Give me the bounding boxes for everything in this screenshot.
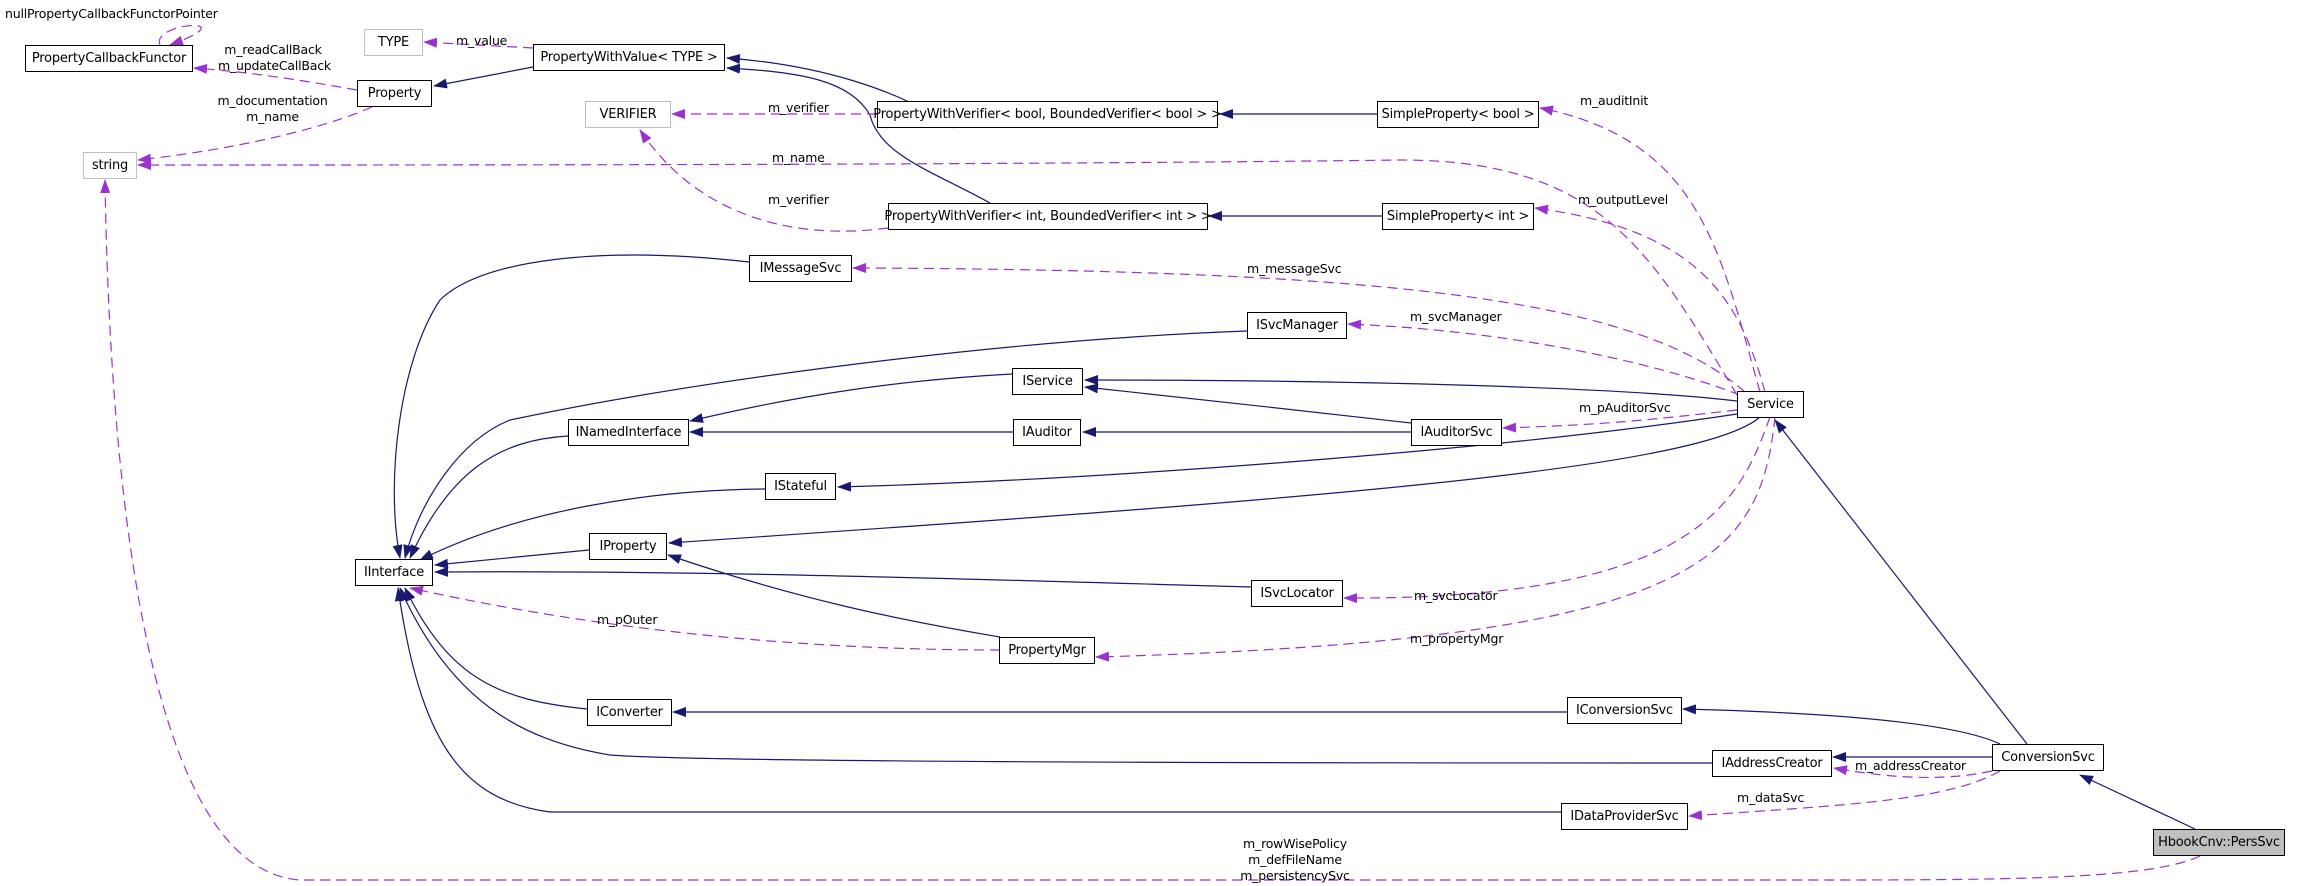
self-edge-label: nullPropertyCallbackFunctorPointer	[5, 6, 218, 21]
node-hbookcnv-perssvc[interactable]: HbookCnv::PersSvc	[2153, 829, 2285, 856]
node-simple-property-int[interactable]: SimpleProperty< int >	[1382, 203, 1534, 230]
edge-label-svcmanager: m_svcManager	[1410, 309, 1502, 324]
edge-label-documentation: m_documentation	[217, 93, 328, 108]
node-iauditor[interactable]: IAuditor	[1013, 419, 1081, 446]
node-property-with-verifier-int[interactable]: PropertyWithVerifier< int, BoundedVerifi…	[884, 203, 1212, 230]
node-iaddresscreator[interactable]: IAddressCreator	[1712, 750, 1832, 777]
node-property-with-verifier-bool[interactable]: PropertyWithVerifier< bool, BoundedVerif…	[873, 101, 1222, 128]
usage-edges	[100, 24, 2201, 881]
edge-label-readcallback: m_readCallBack	[224, 42, 322, 57]
edge-label-rowwisepolicy: m_rowWisePolicy	[1243, 836, 1347, 851]
edge-label-propertymgr: m_propertyMgr	[1410, 631, 1504, 646]
edge-label-name-service: m_name	[772, 150, 825, 165]
edge-label-datasvc: m_dataSvc	[1737, 790, 1804, 805]
node-conversionsvc[interactable]: ConversionSvc	[1992, 744, 2104, 771]
node-simple-property-bool[interactable]: SimpleProperty< bool >	[1377, 101, 1539, 128]
edge-label-updatecallback: m_updateCallBack	[218, 58, 331, 73]
node-service[interactable]: Service	[1737, 391, 1804, 418]
node-property-callback-functor[interactable]: PropertyCallbackFunctor	[25, 45, 193, 72]
node-verifier[interactable]: VERIFIER	[585, 101, 671, 128]
edge-label-pauditorsvc: m_pAuditorSvc	[1579, 400, 1671, 415]
edge-label-verifier-bool: m_verifier	[768, 100, 829, 115]
node-isvcmanager[interactable]: ISvcManager	[1247, 312, 1347, 339]
node-iservice[interactable]: IService	[1012, 368, 1083, 395]
node-iconverter[interactable]: IConverter	[587, 699, 672, 726]
node-iinterface[interactable]: IInterface	[355, 559, 433, 586]
edge-label-svclocator: m_svcLocator	[1414, 588, 1498, 603]
node-type[interactable]: TYPE	[364, 29, 423, 56]
node-property-with-value[interactable]: PropertyWithValue< TYPE >	[533, 44, 725, 71]
node-inamedinterface[interactable]: INamedInterface	[568, 419, 689, 446]
edge-label-auditinit: m_auditInit	[1580, 93, 1649, 108]
edge-label-pouter: m_pOuter	[597, 612, 658, 627]
node-istateful[interactable]: IStateful	[765, 473, 836, 500]
edge-label-persistencysvc: m_persistencySvc	[1240, 868, 1350, 883]
node-iproperty[interactable]: IProperty	[589, 533, 667, 560]
node-isvclocator[interactable]: ISvcLocator	[1251, 580, 1343, 607]
edge-label-outputlevel: m_outputLevel	[1578, 192, 1669, 207]
edge-label-name: m_name	[246, 109, 299, 124]
node-propertymgr[interactable]: PropertyMgr	[999, 637, 1095, 664]
inheritance-edges	[392, 53, 2196, 830]
edge-label-addresscreator: m_addressCreator	[1855, 758, 1966, 773]
node-string[interactable]: string	[83, 152, 137, 179]
edge-label-verifier-int: m_verifier	[768, 192, 829, 207]
node-iauditorsvc[interactable]: IAuditorSvc	[1411, 419, 1502, 446]
node-property[interactable]: Property	[357, 80, 432, 107]
edge-label-deffilename: m_defFileName	[1248, 852, 1342, 867]
node-iconversionsvc[interactable]: IConversionSvc	[1567, 697, 1682, 724]
node-idataprovidersvc[interactable]: IDataProviderSvc	[1561, 803, 1688, 830]
edge-label-messagesvc: m_messageSvc	[1247, 261, 1342, 276]
edge-label-value: m_value	[456, 33, 508, 48]
node-imessagesvc[interactable]: IMessageSvc	[749, 255, 852, 282]
